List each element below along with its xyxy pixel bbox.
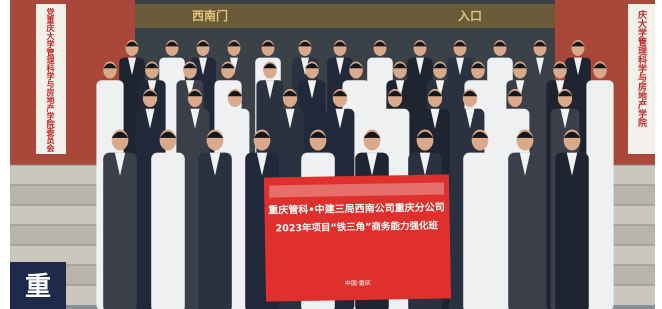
body <box>103 153 137 309</box>
body <box>198 153 232 309</box>
sign-text-right: 庆大学管理科学与房地产学院 <box>636 9 648 128</box>
entrance-sign: 入口 <box>458 9 482 23</box>
person <box>508 130 542 309</box>
person <box>463 130 497 309</box>
body <box>586 80 613 309</box>
body <box>151 153 185 309</box>
banner-footer: 中国·重庆 <box>345 279 371 287</box>
body <box>555 153 589 309</box>
person <box>151 130 185 309</box>
body <box>508 153 542 309</box>
person <box>555 130 589 309</box>
person <box>103 130 137 309</box>
body <box>463 153 497 309</box>
page: {"signs": {"left": "党重庆大学管理科学与房地产学院委员会",… <box>0 0 662 309</box>
banner: 重庆管科•中建三局西南公司重庆分公司 2023年项目“铁三角”商务能力强化班 中… <box>264 174 451 301</box>
entrance-sign: 西南门 <box>192 8 228 23</box>
person <box>198 130 232 309</box>
sign-text-left: 党重庆大学管理科学与房地产学院委员会 <box>45 7 56 153</box>
person <box>586 62 613 309</box>
photo: 西南门 入口 党重庆大学管理科学与房地产学院委员会 庆大学管理科学与房地产学院 … <box>0 0 662 309</box>
corner-label: 重 <box>25 272 51 302</box>
